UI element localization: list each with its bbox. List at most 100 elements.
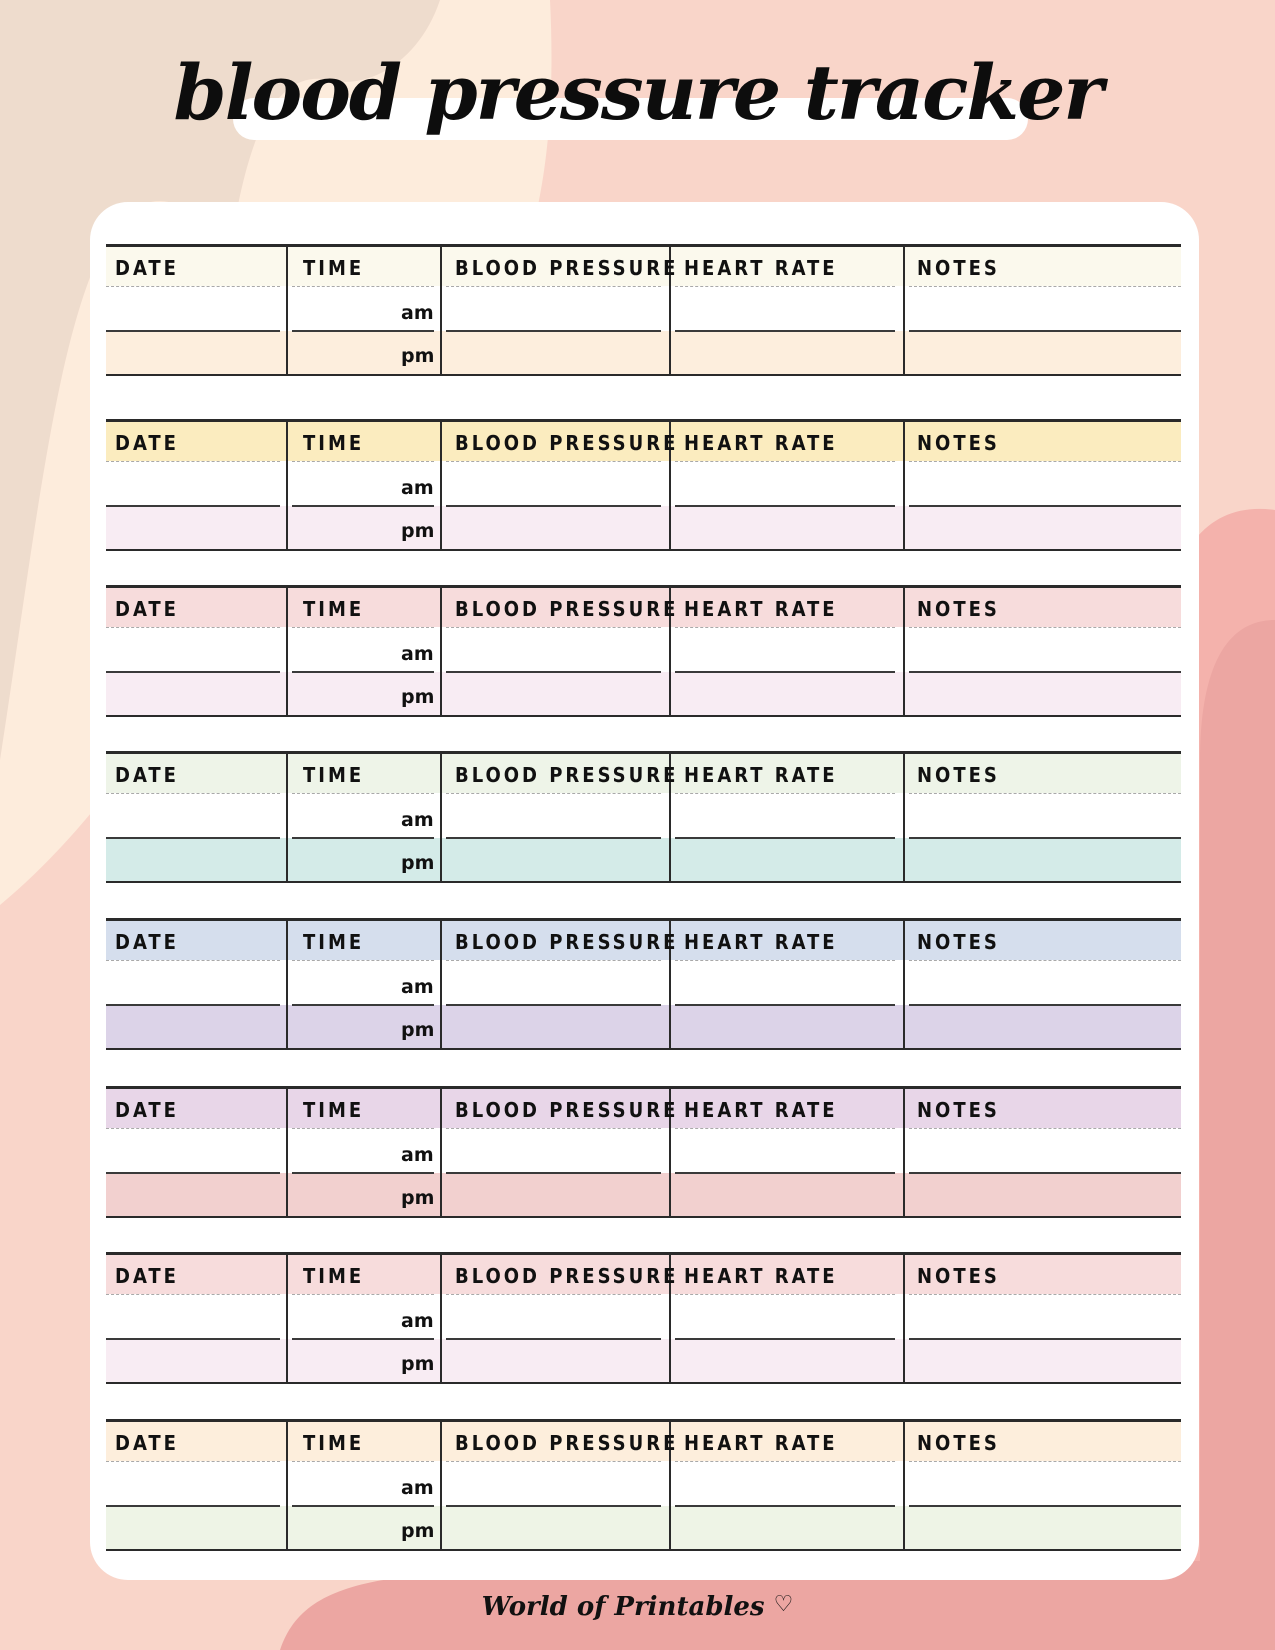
footer-brand: World of Printables ♡ <box>0 1592 1275 1622</box>
am-row[interactable] <box>106 627 1181 672</box>
dashed-divider <box>446 627 661 628</box>
column-divider <box>286 585 288 717</box>
dashed-divider <box>106 627 280 628</box>
dashed-divider <box>675 627 895 628</box>
column-divider <box>440 1419 442 1551</box>
tracker-block: DATE TIME BLOOD PRESSURE HEART RATE NOTES am p… <box>106 585 1181 717</box>
pm-label: pm <box>401 852 435 874</box>
am-row[interactable] <box>106 286 1181 331</box>
tracker-block: DATE TIME BLOOD PRESSURE HEART RATE NOTES am p… <box>106 244 1181 376</box>
column-divider <box>440 918 442 1050</box>
entry-line <box>106 671 280 673</box>
column-divider <box>669 1086 671 1218</box>
entry-line <box>292 1505 434 1507</box>
tracker-block: DATE TIME BLOOD PRESSURE HEART RATE NOTES am p… <box>106 419 1181 551</box>
tracker-block: DATE TIME BLOOD PRESSURE HEART RATE NOTES am p… <box>106 751 1181 883</box>
column-header: HEART RATE <box>684 1098 838 1122</box>
column-divider <box>903 1252 905 1384</box>
column-header: DATE <box>115 256 179 280</box>
divider <box>106 419 1181 422</box>
dashed-divider <box>106 1461 280 1462</box>
column-divider <box>440 419 442 551</box>
column-header: DATE <box>115 1098 179 1122</box>
dashed-divider <box>909 1461 1181 1462</box>
pm-row[interactable] <box>106 506 1181 550</box>
divider <box>106 585 1181 588</box>
column-header: TIME <box>303 256 365 280</box>
dashed-divider <box>292 1128 434 1129</box>
am-row[interactable] <box>106 1128 1181 1173</box>
pm-row[interactable] <box>106 838 1181 882</box>
divider <box>106 1086 1181 1089</box>
entry-line <box>909 1338 1181 1340</box>
entry-line <box>446 1338 661 1340</box>
pm-row[interactable] <box>106 1506 1181 1550</box>
am-row[interactable] <box>106 1294 1181 1339</box>
pm-label: pm <box>401 686 435 708</box>
entry-line <box>106 837 280 839</box>
dashed-divider <box>106 960 280 961</box>
dashed-divider <box>909 286 1181 287</box>
pm-row[interactable] <box>106 1005 1181 1049</box>
am-label: am <box>401 809 434 831</box>
entry-line <box>909 1172 1181 1174</box>
pm-row[interactable] <box>106 1173 1181 1217</box>
column-header: HEART RATE <box>684 597 838 621</box>
column-header: DATE <box>115 930 179 954</box>
dashed-divider <box>292 627 434 628</box>
entry-line <box>675 1172 895 1174</box>
entry-line <box>106 1004 280 1006</box>
column-header: HEART RATE <box>684 930 838 954</box>
column-header: DATE <box>115 597 179 621</box>
header-row <box>106 1086 1181 1128</box>
am-label: am <box>401 976 434 998</box>
header-row <box>106 1252 1181 1294</box>
column-header: HEART RATE <box>684 256 838 280</box>
column-header: HEART RATE <box>684 431 838 455</box>
dashed-divider <box>446 793 661 794</box>
pm-label: pm <box>401 1520 435 1542</box>
dashed-divider <box>675 1128 895 1129</box>
pm-label: pm <box>401 520 435 542</box>
column-header: BLOOD PRESSURE <box>455 431 679 455</box>
dashed-divider <box>909 461 1181 462</box>
pm-row[interactable] <box>106 1339 1181 1383</box>
dashed-divider <box>106 286 280 287</box>
am-row[interactable] <box>106 461 1181 506</box>
dashed-divider <box>909 1128 1181 1129</box>
column-header: TIME <box>303 1098 365 1122</box>
column-divider <box>669 918 671 1050</box>
column-header: BLOOD PRESSURE <box>455 763 679 787</box>
entry-line <box>675 671 895 673</box>
am-row[interactable] <box>106 1461 1181 1506</box>
tracker-block: DATE TIME BLOOD PRESSURE HEART RATE NOTES am p… <box>106 1252 1181 1384</box>
column-divider <box>669 244 671 376</box>
dashed-divider <box>909 960 1181 961</box>
column-header: TIME <box>303 431 365 455</box>
entry-line <box>909 1505 1181 1507</box>
entry-line <box>106 1505 280 1507</box>
dashed-divider <box>446 1461 661 1462</box>
dashed-divider <box>292 461 434 462</box>
column-header: NOTES <box>917 597 1000 621</box>
divider <box>106 751 1181 754</box>
am-row[interactable] <box>106 960 1181 1005</box>
pm-label: pm <box>401 345 435 367</box>
entry-line <box>446 330 661 332</box>
dashed-divider <box>292 1294 434 1295</box>
column-header: HEART RATE <box>684 1431 838 1455</box>
entry-line <box>675 330 895 332</box>
page-title: blood pressure tracker <box>173 48 1104 137</box>
divider <box>106 1382 1181 1384</box>
column-divider <box>440 585 442 717</box>
pm-row[interactable] <box>106 331 1181 375</box>
am-row[interactable] <box>106 793 1181 838</box>
column-divider <box>669 1252 671 1384</box>
divider <box>106 1216 1181 1218</box>
header-row <box>106 419 1181 461</box>
tracker-block: DATE TIME BLOOD PRESSURE HEART RATE NOTES am p… <box>106 918 1181 1050</box>
entry-line <box>675 505 895 507</box>
entry-line <box>106 330 280 332</box>
pm-row[interactable] <box>106 672 1181 716</box>
dashed-divider <box>292 793 434 794</box>
